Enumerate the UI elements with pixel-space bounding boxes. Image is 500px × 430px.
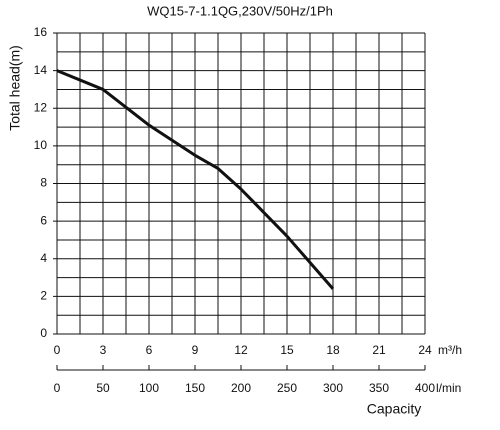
- x-tick-label: 9: [192, 343, 199, 357]
- x2-tick-label: 100: [139, 381, 159, 395]
- x-tick-label: 0: [54, 343, 61, 357]
- x-tick-label: 15: [280, 343, 294, 357]
- y-tick-label: 6: [40, 213, 47, 227]
- chart-title: WQ15-7-1.1QG,230V/50Hz/1Ph: [147, 3, 333, 18]
- x2-tick-label: 300: [323, 381, 343, 395]
- y-tick-label: 2: [40, 289, 47, 303]
- y-tick-label: 10: [34, 138, 48, 152]
- y-tick-label: 16: [34, 25, 48, 39]
- x2-unit: l/min: [436, 381, 461, 395]
- x2-tick-label: 400: [415, 381, 435, 395]
- y-axis-label: Total head(m): [7, 45, 23, 131]
- y-tick-label: 8: [40, 176, 47, 190]
- x-tick-label: 12: [234, 343, 248, 357]
- y-tick-label: 4: [40, 251, 47, 265]
- y-tick-label: 14: [34, 63, 48, 77]
- x2-tick-label: 350: [369, 381, 389, 395]
- x2-tick-label: 200: [231, 381, 251, 395]
- x-unit: m³/h: [438, 343, 462, 357]
- x2-tick-label: 250: [277, 381, 297, 395]
- x-tick-label: 18: [326, 343, 340, 357]
- x2-tick-label: 0: [54, 381, 61, 395]
- x-tick-label: 6: [146, 343, 153, 357]
- x-tick-label: 21: [372, 343, 386, 357]
- x2-tick-label: 150: [185, 381, 205, 395]
- y-tick-label: 0: [40, 326, 47, 340]
- x2-tick-label: 50: [96, 381, 110, 395]
- curve: [56, 69, 335, 290]
- x-tick-label: 3: [100, 343, 107, 357]
- x-tick-label: 24: [418, 343, 432, 357]
- x-axis-label: Capacity: [367, 401, 421, 417]
- y-tick-label: 12: [34, 100, 48, 114]
